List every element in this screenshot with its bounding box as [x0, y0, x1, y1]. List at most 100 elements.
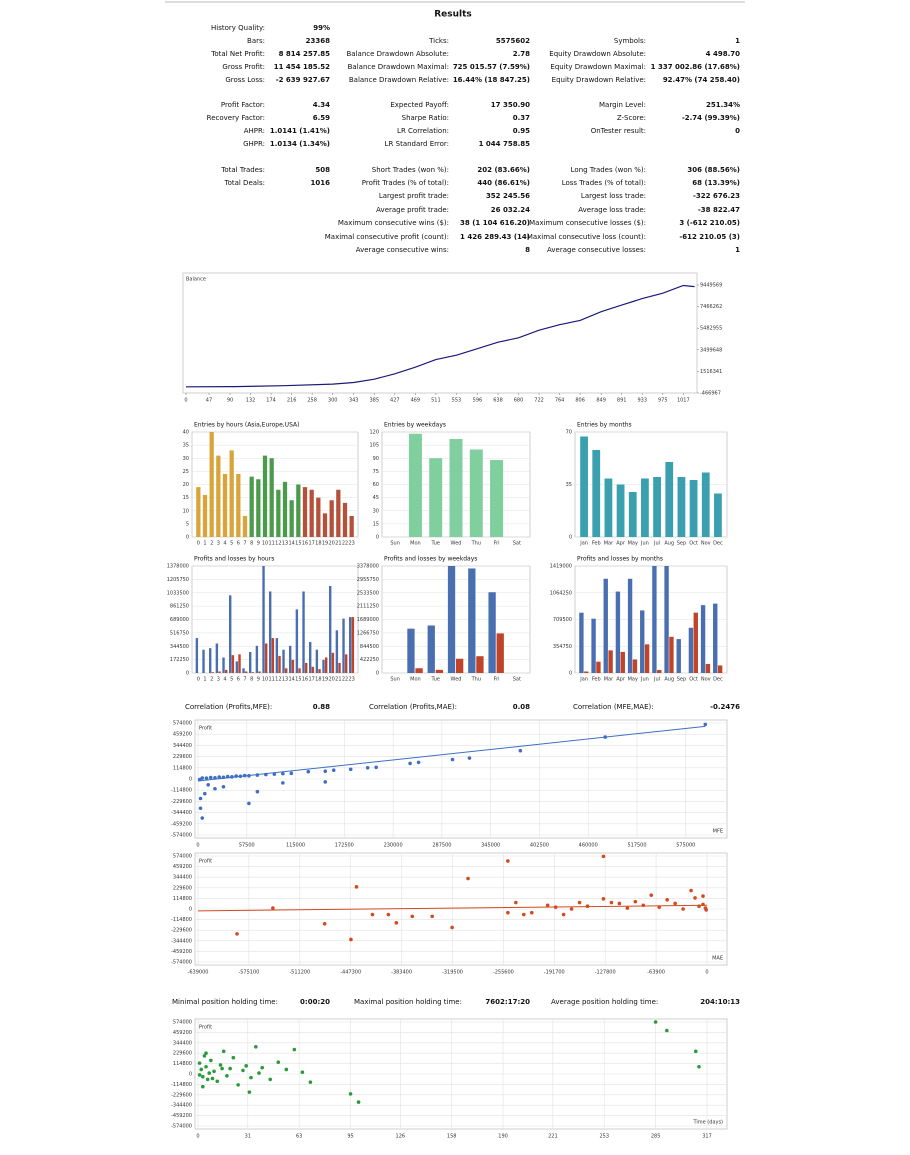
point — [213, 786, 217, 791]
bar — [688, 627, 694, 673]
stat-label: Symbols: — [614, 37, 646, 45]
point — [238, 774, 243, 779]
bar — [216, 455, 221, 537]
bar — [435, 669, 444, 673]
bar — [689, 480, 698, 537]
x-tick-label: Mar — [604, 541, 614, 547]
bar — [238, 654, 241, 673]
x-tick-label: 517500 — [627, 843, 646, 849]
info-label: Average position holding time: — [551, 998, 658, 1006]
x-tick-label: 63 — [296, 1134, 302, 1140]
point — [673, 901, 677, 906]
x-tick-label: -383400 — [391, 970, 412, 976]
info-value: 0.88 — [313, 703, 330, 711]
x-tick-label: 975 — [658, 398, 668, 404]
point — [349, 937, 353, 942]
point — [236, 1083, 240, 1087]
bar — [229, 450, 234, 537]
point — [617, 901, 622, 906]
point — [569, 907, 574, 911]
point — [300, 1070, 305, 1074]
x-tick-label: Dec — [713, 541, 723, 547]
x-tick-label: Feb — [592, 677, 601, 683]
bar — [657, 669, 662, 673]
x-tick-label: Apr — [616, 677, 626, 683]
chart-title: Entries by weekdays — [384, 422, 446, 429]
bar — [282, 481, 288, 537]
bar — [202, 649, 205, 673]
stat-value: 92.47% (74 258.40) — [663, 76, 740, 84]
stat-value: 5575602 — [496, 37, 530, 45]
y-tick-label: 120 — [369, 430, 379, 436]
y-tick-label: 0 — [376, 535, 379, 541]
point — [247, 1090, 252, 1094]
x-tick-label: Jul — [653, 541, 660, 547]
bar — [349, 516, 354, 537]
x-tick-label: 18 — [315, 677, 321, 683]
x-tick-label: Feb — [592, 541, 601, 547]
point — [204, 1064, 208, 1069]
bar — [604, 478, 613, 537]
x-tick-label: 172500 — [335, 843, 354, 849]
point — [306, 769, 311, 774]
point — [601, 854, 606, 859]
stat-label: LR Standard Error: — [385, 140, 449, 148]
bar — [615, 591, 621, 673]
point — [521, 912, 526, 917]
x-tick-label: 216 — [287, 398, 297, 404]
x-tick-label: Sat — [513, 541, 521, 547]
y-tick-label: 1419000 — [550, 564, 572, 570]
point — [228, 1066, 232, 1071]
info-value: 7602:17:20 — [485, 998, 530, 1006]
point — [450, 757, 455, 762]
x-tick-label: May — [628, 541, 638, 547]
y-axis-label: Profit — [199, 1025, 212, 1031]
point — [213, 776, 217, 780]
y-tick-label: 70 — [566, 430, 572, 436]
stat-value: -2 639 927.67 — [276, 76, 330, 84]
y-tick-label: 459200 — [173, 864, 192, 870]
x-tick-label: 174 — [266, 398, 276, 404]
stat-value: 68 (13.39%) — [692, 179, 740, 187]
stat-label: Balance Drawdown Absolute: — [347, 50, 450, 58]
y-tick-label: 172250 — [170, 657, 189, 663]
point — [272, 772, 277, 776]
x-tick-label: 5 — [230, 541, 233, 547]
x-tick-label: 8 — [250, 541, 253, 547]
stat-label: GHPR: — [243, 140, 265, 148]
point — [204, 776, 209, 781]
bar — [652, 566, 657, 673]
x-tick-label: 0 — [197, 541, 200, 547]
stat-value: 8 814 257.85 — [279, 50, 330, 58]
y-tick-label: 0 — [186, 535, 189, 541]
bar — [302, 487, 308, 537]
point — [633, 899, 638, 904]
plot-frame — [182, 272, 698, 394]
point — [255, 789, 260, 794]
stat-label: Ticks: — [428, 37, 449, 45]
point — [416, 760, 421, 765]
point — [331, 768, 336, 773]
y-tick-label: -574000 — [171, 1124, 192, 1130]
point — [649, 893, 654, 897]
y-tick-label: 1064250 — [550, 590, 572, 596]
bar — [653, 477, 661, 537]
bar — [331, 652, 335, 673]
x-tick-label: 190 — [498, 1134, 508, 1140]
x-tick-label: 15 — [295, 541, 301, 547]
x-tick-label: 0 — [184, 398, 187, 404]
x-tick-label: 14 — [288, 677, 294, 683]
y-tick-label: -229600 — [171, 799, 192, 805]
stat-label: Average profit trade: — [376, 206, 449, 214]
trend-line — [197, 904, 708, 912]
bar — [427, 625, 435, 673]
stat-label: Recovery Factor: — [207, 114, 265, 122]
point — [204, 1051, 208, 1055]
bar — [245, 671, 248, 673]
stat-label: Gross Loss: — [225, 76, 265, 84]
x-tick-label: 6 — [237, 541, 240, 547]
bar — [242, 668, 245, 673]
x-tick-label: 23 — [348, 677, 354, 683]
bar — [676, 639, 681, 673]
stat-value: 1.0134 (1.34%) — [270, 140, 330, 148]
